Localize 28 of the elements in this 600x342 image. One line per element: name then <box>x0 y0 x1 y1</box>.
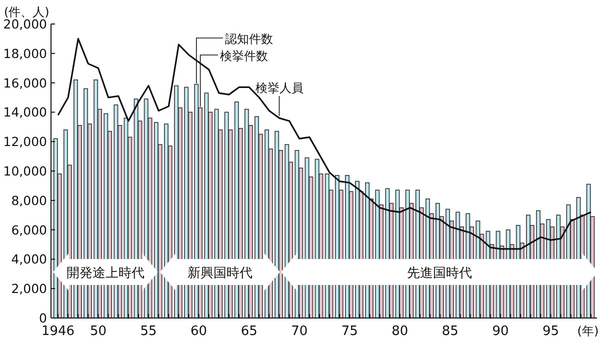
y-tick-label: 18,000 <box>3 46 48 61</box>
y-tick-label: 8,000 <box>11 192 48 208</box>
y-tick-label: 12,000 <box>3 134 48 150</box>
y-tick-label: 20,000 <box>3 16 48 32</box>
y-tick-label: 10,000 <box>3 164 48 178</box>
x-tick-label: 85 <box>442 324 458 339</box>
annotation: 先進国時代 <box>407 266 472 281</box>
x-tick-label: 80 <box>392 324 408 339</box>
x-tick-label: 50 <box>90 324 107 339</box>
series-label: 検挙人員 <box>255 81 304 95</box>
y-tick-label: 16,000 <box>3 75 48 90</box>
y-tick-label: 0 <box>39 310 48 326</box>
annotation: 開発途上時代 <box>66 266 144 281</box>
x-tick-label: 65 <box>240 324 258 339</box>
x-tick-label: 1946 <box>41 324 75 339</box>
x-tick-label: 90 <box>492 324 509 339</box>
x-tick-label: 70 <box>291 324 308 339</box>
annotation: 新興国時代 <box>188 266 252 281</box>
y-tick-label: 4,000 <box>11 252 48 267</box>
x-tick-label: 55 <box>140 324 157 339</box>
x-axis-title: (年) <box>577 324 599 338</box>
x-tick-label: 95 <box>542 324 560 339</box>
y-axis-title: (件、人) <box>4 5 50 19</box>
x-tick-label: 75 <box>341 324 358 339</box>
y-tick-label: 2,000 <box>11 281 48 296</box>
y-tick-label: 6,000 <box>11 222 48 238</box>
x-tick-label: 60 <box>190 324 208 339</box>
y-tick-label: 14,000 <box>3 104 48 120</box>
